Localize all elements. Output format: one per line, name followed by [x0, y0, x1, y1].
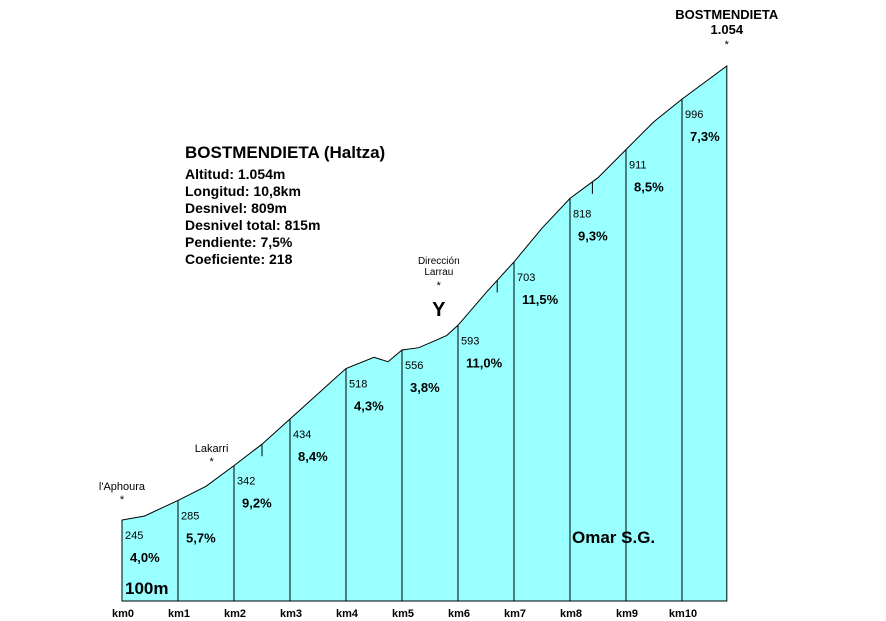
segment-gradient-label: 9,3%	[578, 228, 608, 243]
annotation-label: l'Aphoura	[99, 481, 146, 493]
segment-altitude-label: 245	[125, 530, 143, 542]
segment-gradient-label: 7,3%	[690, 129, 720, 144]
segment-altitude-label: 556	[405, 360, 423, 372]
summit-name: BOSTMENDIETA	[675, 7, 779, 22]
info-elevation-gain: Desnivel: 809m	[185, 200, 287, 216]
segment-gradient-label: 8,4%	[298, 449, 328, 464]
info-length: Longitud: 10,8km	[185, 183, 301, 199]
x-tick-label: km6	[448, 608, 470, 620]
segment-gradient-label: 11,5%	[522, 292, 559, 307]
author-credit: Omar S.G.	[572, 528, 656, 547]
segment-gradient-label: 9,2%	[242, 496, 272, 511]
x-tick-label: km10	[669, 608, 697, 620]
segment-altitude-label: 703	[517, 272, 535, 284]
x-tick-label: km3	[280, 608, 302, 620]
segment-gradient-label: 5,7%	[186, 530, 216, 545]
annotation-marker: *	[437, 280, 442, 292]
x-tick-label: km5	[392, 608, 414, 620]
x-tick-label: km2	[224, 608, 246, 620]
segment-altitude-label: 342	[237, 476, 255, 488]
climb-info-box: BOSTMENDIETA (Haltza) Altitud: 1.054m Lo…	[185, 143, 385, 268]
summit-altitude: 1.054	[711, 22, 744, 37]
segment-gradient-label: 8,5%	[634, 180, 664, 195]
climb-title: BOSTMENDIETA (Haltza)	[185, 143, 386, 162]
x-tick-label: km8	[560, 608, 582, 620]
segment-altitude-label: 285	[181, 510, 199, 522]
segment-altitude-label: 996	[685, 109, 703, 121]
x-tick-label: km4	[336, 608, 359, 620]
x-tick-label: km1	[168, 608, 190, 620]
segment-altitude-label: 911	[629, 160, 647, 172]
annotation-marker: *	[120, 494, 125, 506]
annotation-label: Larrau	[424, 267, 453, 278]
x-tick-label: km0	[112, 608, 134, 620]
annotation-label: Dirección	[418, 256, 460, 267]
segment-altitude-label: 434	[293, 429, 311, 441]
segment-gradient-label: 4,3%	[354, 398, 384, 413]
segment-altitude-label: 818	[573, 208, 591, 220]
segment-altitude-label: 518	[349, 378, 367, 390]
info-total-elevation-gain: Desnivel total: 815m	[185, 217, 321, 233]
info-coefficient: Coeficiente: 218	[185, 251, 293, 267]
scale-label: 100m	[125, 579, 169, 598]
info-altitude: Altitud: 1.054m	[185, 166, 286, 182]
x-tick-label: km9	[616, 608, 638, 620]
info-gradient: Pendiente: 7,5%	[185, 234, 293, 250]
segment-gradient-label: 11,0%	[466, 355, 503, 370]
segment-altitude-label: 593	[461, 335, 479, 347]
annotation-label: Lakarri	[195, 443, 229, 455]
summit-marker: *	[725, 39, 730, 51]
junction-marker: Y	[432, 299, 446, 321]
profile-area	[121, 65, 728, 602]
annotation-marker: *	[209, 456, 214, 468]
segment-gradient-label: 4,0%	[130, 550, 160, 565]
x-tick-label: km7	[504, 608, 526, 620]
segment-gradient-label: 3,8%	[410, 380, 440, 395]
